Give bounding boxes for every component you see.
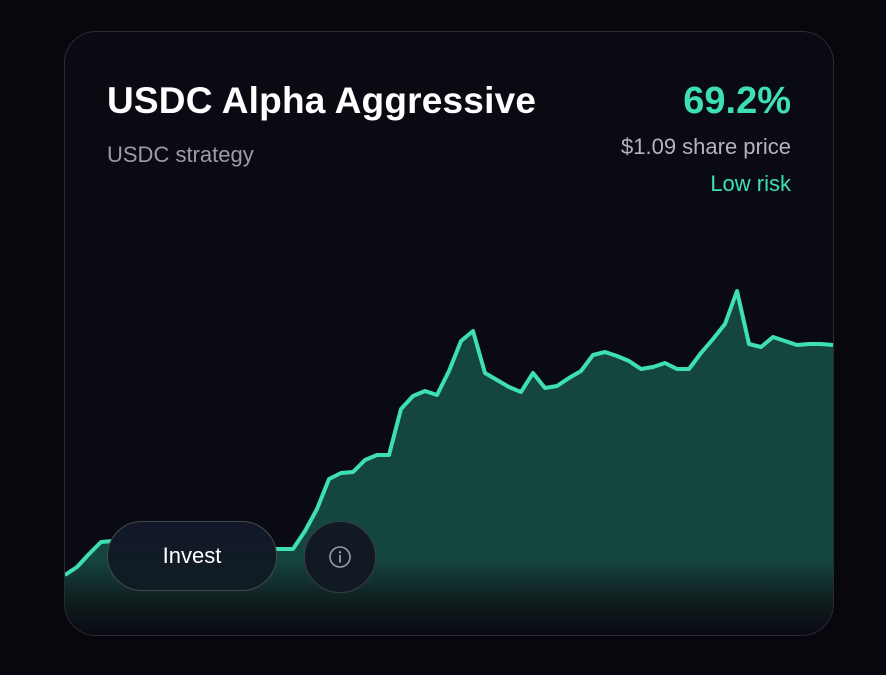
share-price: $1.09 share price xyxy=(621,134,791,159)
invest-label: Invest xyxy=(162,543,222,568)
invest-button[interactable]: Invest xyxy=(107,521,277,591)
apy-value: 69.2% xyxy=(683,80,791,122)
strategy-title: USDC Alpha Aggressive xyxy=(107,80,537,121)
info-circle-icon xyxy=(329,546,351,568)
strategy-card: USDC Alpha Aggressive USDC strategy 69.2… xyxy=(64,31,834,636)
strategy-subtitle: USDC strategy xyxy=(107,142,254,167)
risk-badge: Low risk xyxy=(710,171,791,196)
info-button[interactable] xyxy=(304,521,376,593)
